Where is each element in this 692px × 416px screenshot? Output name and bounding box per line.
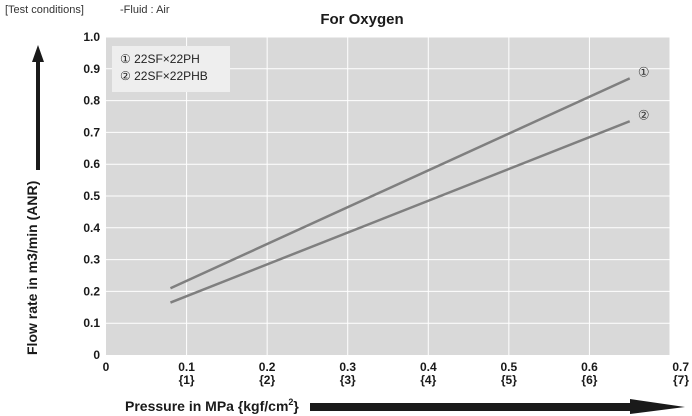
x-tick-label: 0.5 bbox=[501, 360, 518, 374]
x-tick-label: 0.2 bbox=[259, 360, 276, 374]
x-tick-label: 0.3 bbox=[339, 360, 356, 374]
test-conditions-fluid: -Fluid : Air bbox=[120, 4, 170, 16]
y-tick-label: 0.4 bbox=[83, 221, 100, 235]
x-tick-sublabel: {2} bbox=[259, 373, 275, 387]
x-tick-sublabel: {5} bbox=[501, 373, 517, 387]
x-tick-sublabel: {4} bbox=[420, 373, 436, 387]
x-tick-label: 0 bbox=[103, 360, 110, 374]
y-tick-label: 0 bbox=[93, 348, 100, 362]
x-tick-sublabel: {6} bbox=[581, 373, 597, 387]
y-tick-labels: 0 0.1 0.2 0.3 0.4 0.5 0.6 0.7 0.8 0.9 1.0 bbox=[83, 30, 100, 362]
x-tick-sublabel: {3} bbox=[340, 373, 356, 387]
x-tick-labels: 0 0.1{1} 0.2{2} 0.3{3} 0.4{4} 0.5{5} 0.6{6} 0.7… bbox=[103, 360, 690, 387]
series-lines: ①② bbox=[169, 64, 650, 304]
y-tick-label: 0.8 bbox=[83, 94, 100, 108]
x-tick-sublabel: {1} bbox=[179, 373, 195, 387]
chart-title: For Oxygen bbox=[320, 11, 403, 28]
series-line-2 bbox=[169, 120, 631, 304]
x-tick-label: 0.1 bbox=[178, 360, 195, 374]
y-axis-title: Flow rate in m3/min (ANR) bbox=[24, 45, 44, 355]
y-axis-arrow bbox=[32, 45, 44, 170]
y-tick-label: 0.1 bbox=[83, 316, 100, 330]
series-line-1 bbox=[169, 77, 631, 290]
x-tick-sublabel: {7} bbox=[673, 373, 689, 387]
y-axis-label: Flow rate in m3/min (ANR) bbox=[24, 181, 40, 355]
legend-item-2: ② 22SF×22PHB bbox=[120, 69, 208, 83]
x-axis-label: Pressure in MPa {kgf/cm2} bbox=[125, 397, 299, 414]
x-axis-title: Pressure in MPa {kgf/cm2} bbox=[125, 397, 685, 414]
y-tick-label: 0.6 bbox=[83, 157, 100, 171]
x-tick-label: 0.6 bbox=[581, 360, 598, 374]
legend-box bbox=[112, 46, 230, 92]
y-tick-label: 0.5 bbox=[83, 189, 100, 203]
series-marker-1: ① bbox=[638, 64, 650, 79]
x-tick-label: 0.4 bbox=[420, 360, 437, 374]
x-axis-label-main: Pressure in MPa {kgf/cm bbox=[125, 398, 288, 414]
legend: ① 22SF×22PH ② 22SF×22PHB bbox=[112, 46, 230, 92]
x-axis-arrow bbox=[310, 399, 685, 414]
series-marker-2: ② bbox=[638, 107, 650, 122]
x-axis-label-suffix: } bbox=[293, 398, 299, 414]
y-tick-label: 0.7 bbox=[83, 125, 100, 139]
x-axis-label-superscript: 2 bbox=[288, 397, 293, 407]
legend-item-1: ① 22SF×22PH bbox=[120, 52, 200, 66]
x-tick-label: 0.7 bbox=[672, 360, 689, 374]
y-tick-label: 0.2 bbox=[83, 284, 100, 298]
test-conditions-label: [Test conditions] bbox=[5, 4, 84, 16]
y-tick-label: 0.9 bbox=[83, 62, 100, 76]
y-tick-label: 0.3 bbox=[83, 253, 100, 267]
y-tick-label: 1.0 bbox=[83, 30, 100, 44]
